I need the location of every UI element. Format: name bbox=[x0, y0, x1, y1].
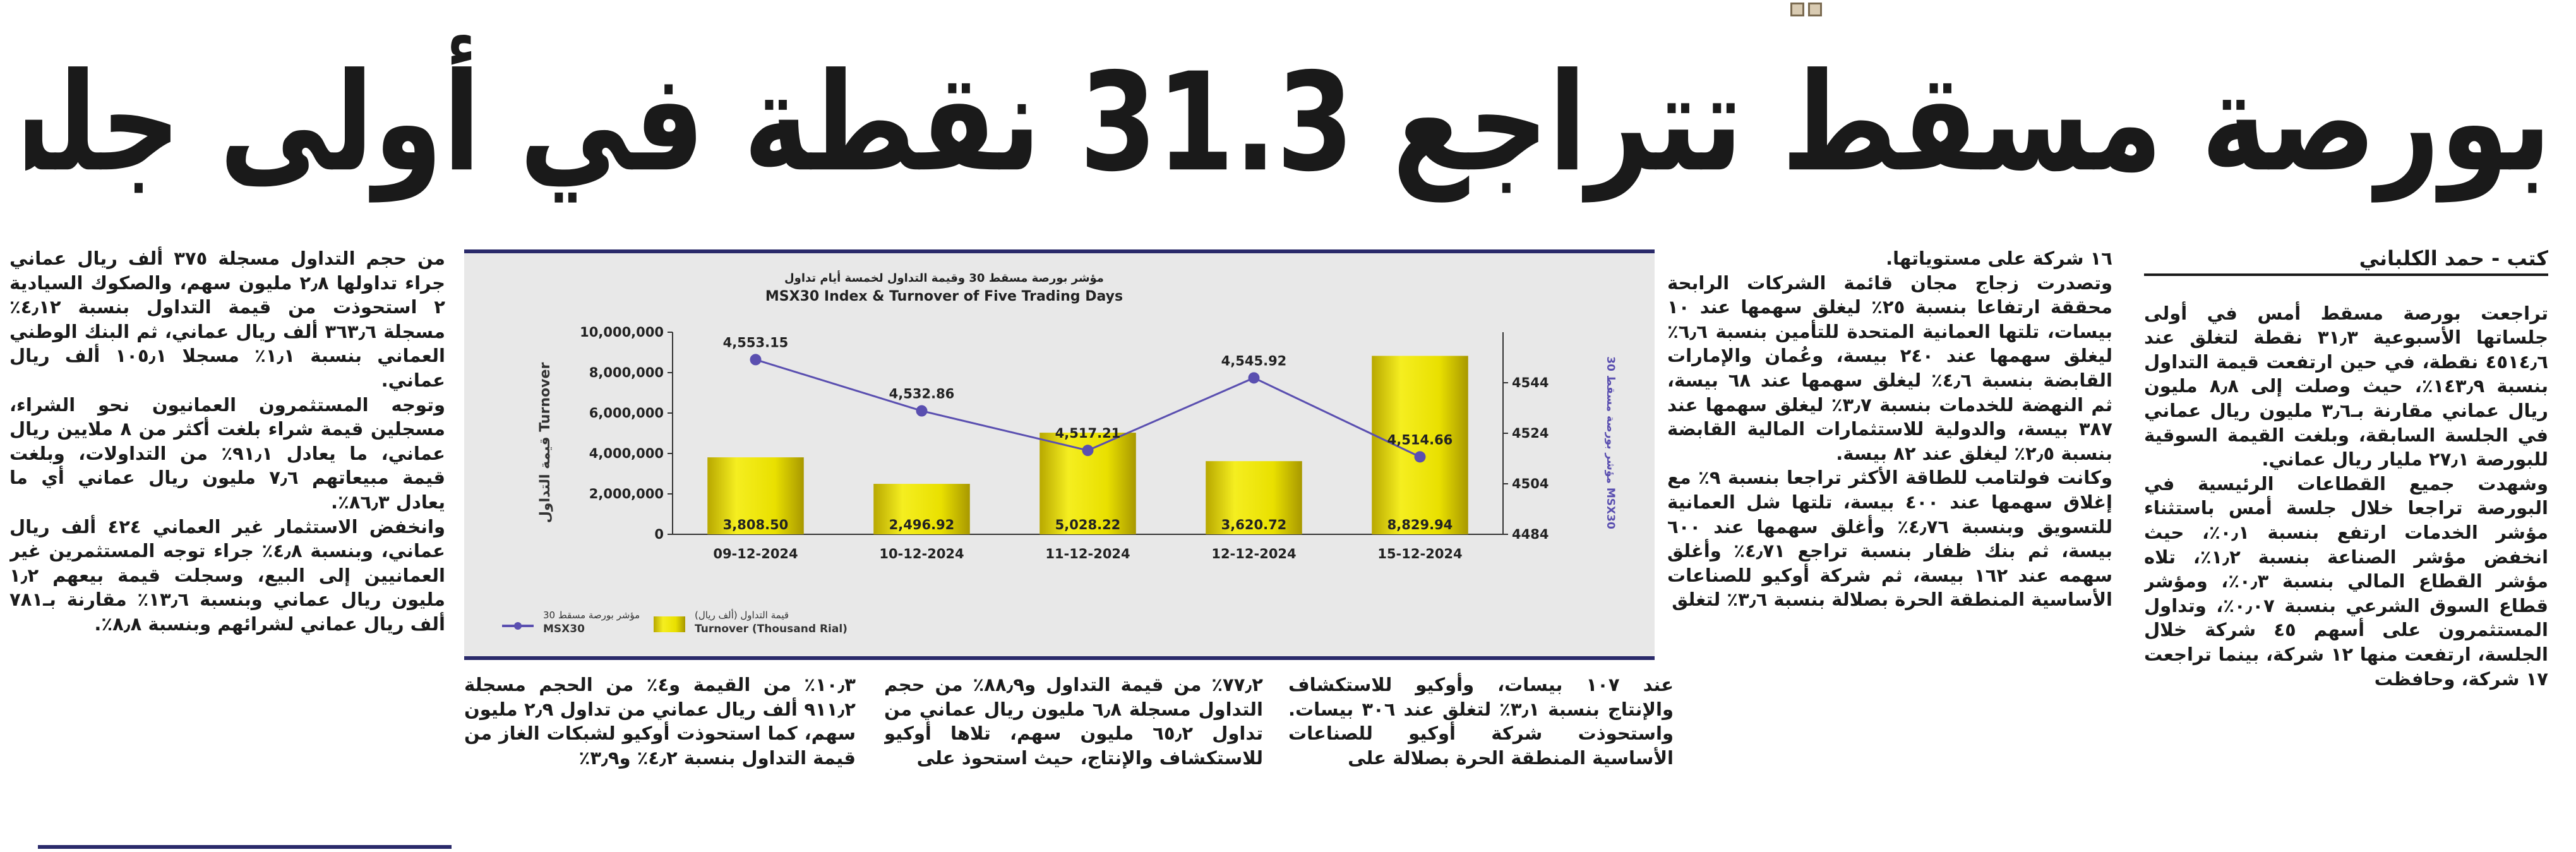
turnover-bar bbox=[873, 484, 970, 534]
chart-title: مؤشر بورصة مسقط 30 وقيمة التداول لخمسة أ… bbox=[784, 270, 1104, 285]
x-tick-label: 12-12-2024 bbox=[1211, 546, 1296, 561]
x-tick-label: 09-12-2024 bbox=[713, 546, 798, 561]
paragraph: وتوجه المستثمرون العمانيون نحو الشراء، م… bbox=[9, 393, 445, 513]
turnover-bar bbox=[1372, 356, 1468, 534]
chart-panel: مؤشر بورصة مسقط 30 وقيمة التداول لخمسة أ… bbox=[464, 249, 1655, 660]
tick-label-left: 0 bbox=[654, 527, 664, 542]
paragraph: وشهدت جميع القطاعات الرئيسية في البورصة … bbox=[2144, 472, 2548, 690]
chart-legend: مؤشر بورصة مسقط 30 MSX30 قيمة التداول (أ… bbox=[502, 609, 848, 635]
paragraph: وكانت فولتامب للطاقة الأكثر تراجعا بنسبة… bbox=[1667, 467, 2112, 611]
paragraph: تراجعت بورصة مسقط أمس في أولى جلساتها ال… bbox=[2144, 302, 2548, 471]
legend-line-marker bbox=[514, 622, 522, 630]
msx30-turnover-chart: مؤشر بورصة مسقط 30 وقيمة التداول لخمسة أ… bbox=[502, 270, 1617, 635]
article-column-5: ١٠٫٣٪ من القيمة و٤٪ من الحجم مسجلة ٩١١٫٢… bbox=[464, 673, 856, 843]
paragraph: وتصدرت زجاج مجان قائمة الشركات الرابحة م… bbox=[1667, 272, 2112, 464]
tick-label-left: 10,000,000 bbox=[580, 325, 664, 340]
article-column-2: ١٦ شركة على مستوياتها. وتصدرت زجاج مجان … bbox=[1667, 246, 2112, 723]
legend-bar-label-ar: قيمة التداول (ألف ريال) bbox=[695, 609, 789, 621]
paragraph: ٧٧٫٢٪ من قيمة التداول و٨٨٫٩٪ من حجم التد… bbox=[884, 674, 1263, 769]
tick-label-right: 4544 bbox=[1512, 375, 1549, 390]
msx30-index-point bbox=[1248, 372, 1260, 384]
legend-line-label-ar: مؤشر بورصة مسقط 30 bbox=[543, 609, 640, 621]
msx30-index-label: 4,545.92 bbox=[1221, 353, 1287, 368]
tick-label-left: 6,000,000 bbox=[589, 405, 664, 421]
article-column-6: من حجم التداول مسجلة ٣٧٥ ألف ريال عماني … bbox=[9, 246, 445, 815]
msx30-index-label: 4,517.21 bbox=[1055, 426, 1121, 441]
msx30-index-point bbox=[916, 405, 928, 417]
tick-label-right: 4504 bbox=[1512, 476, 1549, 491]
x-tick-label: 15-12-2024 bbox=[1377, 546, 1462, 561]
legend-bar-label-en: Turnover (Thousand Rial) bbox=[695, 623, 848, 635]
msx30-index-point bbox=[1414, 451, 1426, 463]
msx30-index-label: 4,514.66 bbox=[1387, 432, 1453, 447]
paragraph: وانخفض الاستثمار غير العماني ٤٢٤ ألف ريا… bbox=[9, 515, 445, 635]
y-axis-label-left: قيمة التداول Turnover bbox=[537, 363, 553, 524]
paragraph: عند ١٠٧ بيسات، وأوكيو للاستكشاف والإنتاج… bbox=[1288, 674, 1674, 769]
turnover-bar bbox=[1206, 461, 1302, 534]
turnover-bar bbox=[707, 457, 804, 534]
tick-label-right: 4524 bbox=[1512, 426, 1549, 441]
msx30-index-point bbox=[750, 354, 762, 366]
msx30-index-label: 4,553.15 bbox=[723, 335, 789, 350]
turnover-bar-label: 3,808.50 bbox=[723, 517, 789, 532]
turnover-bar-label: 2,496.92 bbox=[889, 517, 955, 532]
y-axis-label-right: مؤشر بورصة مسقط 30 MSX30 bbox=[1604, 356, 1617, 529]
legend-bar-swatch bbox=[654, 616, 685, 632]
byline: كتب - حمد الكلباني bbox=[2144, 246, 2548, 276]
tick-label-left: 2,000,000 bbox=[589, 486, 664, 501]
headline: بورصة مسقط تتراجع 31.3 نقطة في أولى جلسا… bbox=[25, 44, 2551, 202]
bottom-rule bbox=[38, 845, 452, 849]
page-marker-squares bbox=[1790, 3, 1822, 16]
legend-line-label-en: MSX30 bbox=[543, 623, 585, 635]
article-column-1: كتب - حمد الكلباني تراجعت بورصة مسقط أمس… bbox=[2144, 246, 2548, 840]
paragraph: من حجم التداول مسجلة ٣٧٥ ألف ريال عماني … bbox=[9, 248, 445, 391]
x-tick-label: 11-12-2024 bbox=[1045, 546, 1130, 561]
tick-label-left: 8,000,000 bbox=[589, 365, 664, 380]
article-column-4: ٧٧٫٢٪ من قيمة التداول و٨٨٫٩٪ من حجم التد… bbox=[884, 673, 1263, 843]
paragraph: ١٠٫٣٪ من القيمة و٤٪ من الحجم مسجلة ٩١١٫٢… bbox=[464, 674, 856, 769]
turnover-bar-label: 8,829.94 bbox=[1387, 517, 1453, 532]
turnover-bar-label: 5,028.22 bbox=[1055, 517, 1121, 532]
paragraph: ١٦ شركة على مستوياتها. bbox=[1886, 248, 2112, 269]
x-tick-label: 10-12-2024 bbox=[879, 546, 964, 561]
article-column-3: عند ١٠٧ بيسات، وأوكيو للاستكشاف والإنتاج… bbox=[1288, 673, 1674, 843]
tick-label-right: 4484 bbox=[1512, 527, 1549, 542]
tick-label-left: 4,000,000 bbox=[589, 446, 664, 461]
turnover-bar-label: 3,620.72 bbox=[1221, 517, 1287, 532]
msx30-index-label: 4,532.86 bbox=[889, 387, 955, 402]
chart-subtitle: MSX30 Index & Turnover of Five Trading D… bbox=[765, 289, 1123, 304]
msx30-index-point bbox=[1082, 445, 1094, 457]
